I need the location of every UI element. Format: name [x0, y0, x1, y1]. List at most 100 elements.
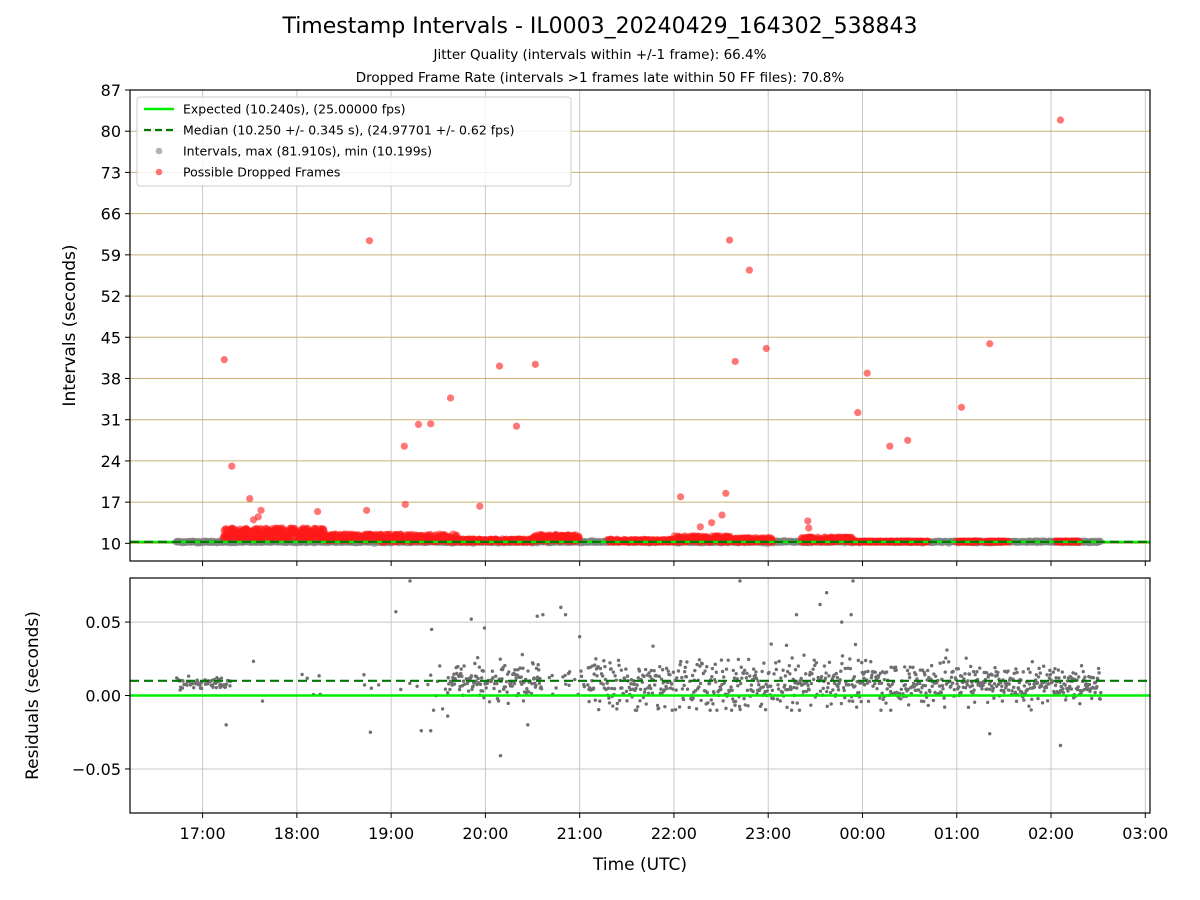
residual-point [500, 677, 504, 681]
residual-point [769, 642, 773, 646]
residual-point [959, 674, 964, 678]
residual-point [535, 614, 539, 618]
residual-point [586, 683, 590, 687]
residual-point [1006, 669, 1010, 673]
residual-point [951, 669, 955, 674]
residual-point [459, 667, 463, 671]
residual-point [665, 686, 669, 691]
residual-point [779, 676, 783, 680]
y-tick-label: 0.00 [85, 687, 121, 706]
residual-point [673, 678, 677, 683]
residual-point [965, 683, 970, 687]
residual-point [605, 681, 609, 685]
residual-point [1058, 743, 1063, 748]
residual-point [804, 672, 808, 676]
residual-point [735, 677, 739, 681]
legend-entry: Intervals, max (81.910s), min (10.199s) [183, 144, 432, 159]
residual-point [636, 705, 640, 709]
residual-point [1012, 671, 1016, 676]
residual-point [836, 688, 841, 692]
residual-point [863, 658, 868, 663]
residual-point [890, 682, 894, 687]
residual-point [882, 677, 887, 682]
residual-point [783, 683, 787, 687]
residual-point [1022, 698, 1026, 702]
residual-point [475, 655, 480, 660]
residual-point [456, 664, 460, 669]
residual-point [685, 687, 690, 691]
x-tick-label: 21:00 [557, 824, 603, 843]
residual-point [873, 681, 877, 686]
residual-point [761, 685, 766, 689]
dropped-frame-point [365, 237, 374, 245]
residual-point [931, 698, 936, 703]
residual-point [181, 679, 185, 683]
residual-point [920, 668, 925, 672]
residual-point [785, 705, 789, 710]
residual-point [643, 667, 648, 672]
residual-point [722, 675, 726, 679]
residual-point [186, 674, 191, 678]
residual-point [507, 670, 511, 674]
residual-point [730, 688, 734, 693]
residual-point [907, 675, 912, 680]
residual-point [709, 698, 713, 702]
chart-title: Timestamp Intervals - IL0003_20240429_16… [282, 14, 918, 39]
residual-point [482, 626, 487, 630]
residual-point [660, 668, 665, 672]
residual-point [1051, 679, 1055, 684]
residual-point [992, 682, 997, 686]
residual-point [834, 671, 838, 676]
residual-point [625, 699, 629, 703]
residual-point [1053, 683, 1058, 688]
residual-point [559, 605, 563, 610]
residual-point [554, 686, 558, 690]
residual-point [847, 699, 851, 703]
legend-intervals-swatch [155, 147, 163, 155]
residual-point [814, 661, 819, 665]
residual-point [1038, 671, 1042, 675]
residual-point [885, 687, 889, 691]
residual-point [1042, 689, 1046, 693]
residual-point [376, 683, 381, 687]
residual-point [408, 579, 412, 583]
residual-points [175, 579, 1103, 758]
residual-point [776, 683, 780, 687]
residual-point [795, 701, 799, 705]
residual-point [503, 663, 507, 668]
x-tick-label: 02:00 [1028, 824, 1074, 843]
residual-point [848, 666, 853, 671]
residual-point [624, 689, 629, 694]
residual-point [995, 673, 999, 678]
residual-point [224, 723, 228, 727]
residual-point [719, 658, 724, 662]
residual-point [1048, 672, 1053, 677]
residual-point [598, 666, 603, 671]
x-tick-label: 20:00 [462, 824, 508, 843]
residual-point [852, 675, 857, 679]
residual-point [984, 670, 989, 675]
residual-point [681, 697, 686, 702]
residual-point [512, 681, 517, 686]
residual-point [992, 696, 996, 700]
residual-point [452, 672, 456, 676]
residual-point [858, 681, 862, 685]
residual-point [457, 674, 461, 679]
residual-point [461, 679, 466, 683]
residual-point [941, 660, 946, 664]
x-tick-label: 03:00 [1122, 824, 1168, 843]
residual-point [611, 704, 615, 708]
residual-point [655, 703, 660, 708]
residual-point [751, 667, 756, 671]
residual-point [1077, 675, 1081, 679]
dropped-frame-point [696, 523, 704, 531]
residual-point [550, 673, 554, 678]
residual-point [724, 667, 729, 671]
residual-point [477, 665, 482, 669]
residual-point [251, 659, 256, 664]
residual-point [219, 676, 224, 680]
residual-point [866, 699, 871, 704]
x-tick-label: 19:00 [368, 824, 414, 843]
y-tick-label: 66 [101, 205, 121, 224]
residual-point [606, 686, 611, 690]
